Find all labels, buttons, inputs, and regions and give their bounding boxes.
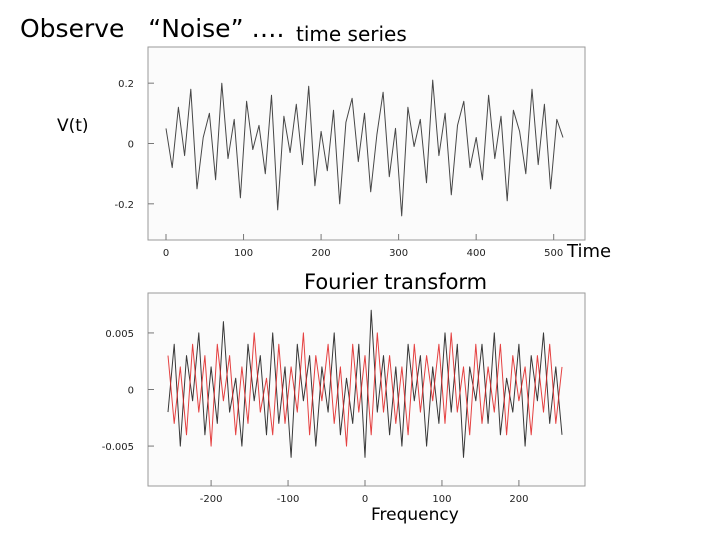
top-xtick-label: 0 [163, 248, 169, 259]
x-axis-label-frequency: Frequency [371, 505, 459, 525]
bottom-series-line-1 [167, 332, 563, 447]
bottom-series-line-0 [167, 309, 563, 458]
title-time-series: time series [296, 22, 407, 46]
top-ytick-label: 0.2 [118, 79, 134, 90]
x-axis-label-time: Time [567, 241, 612, 262]
slide-title: Observe “Noise” …. [20, 14, 284, 43]
top-xtick-label: 500 [544, 248, 563, 259]
time-series-chart: -0.2 0 0.2 0 100 200 300 400 500 [114, 46, 586, 259]
top-plot-frame [147, 46, 586, 241]
bottom-plot-frame [147, 292, 586, 487]
bottom-xtick-label: 100 [432, 494, 451, 505]
top-ytick-label: 0 [128, 140, 134, 151]
title-noise: “Noise” …. [148, 14, 285, 43]
top-xtick-label: 200 [312, 248, 331, 259]
title-observe: Observe [20, 14, 125, 43]
fourier-chart: -0.005 0 0.005 -200 -100 0 100 200 [102, 292, 586, 505]
top-series-line-0 [165, 79, 564, 217]
top-xtick-label: 100 [234, 248, 253, 259]
y-axis-label-vt: V(t) [57, 116, 89, 136]
top-ytick-label: -0.2 [114, 200, 134, 211]
bottom-xtick-label: -100 [277, 494, 300, 505]
bottom-xtick-label: -200 [200, 494, 223, 505]
bottom-xtick-label: 200 [509, 494, 528, 505]
fourier-transform-title: Fourier transform [304, 270, 488, 294]
bottom-xtick-label: 0 [362, 494, 368, 505]
bottom-ytick-label: 0 [128, 386, 134, 397]
bottom-ytick-label: 0.005 [105, 329, 134, 340]
top-xtick-label: 300 [389, 248, 408, 259]
bottom-ytick-label: -0.005 [102, 442, 134, 453]
top-xtick-label: 400 [467, 248, 486, 259]
